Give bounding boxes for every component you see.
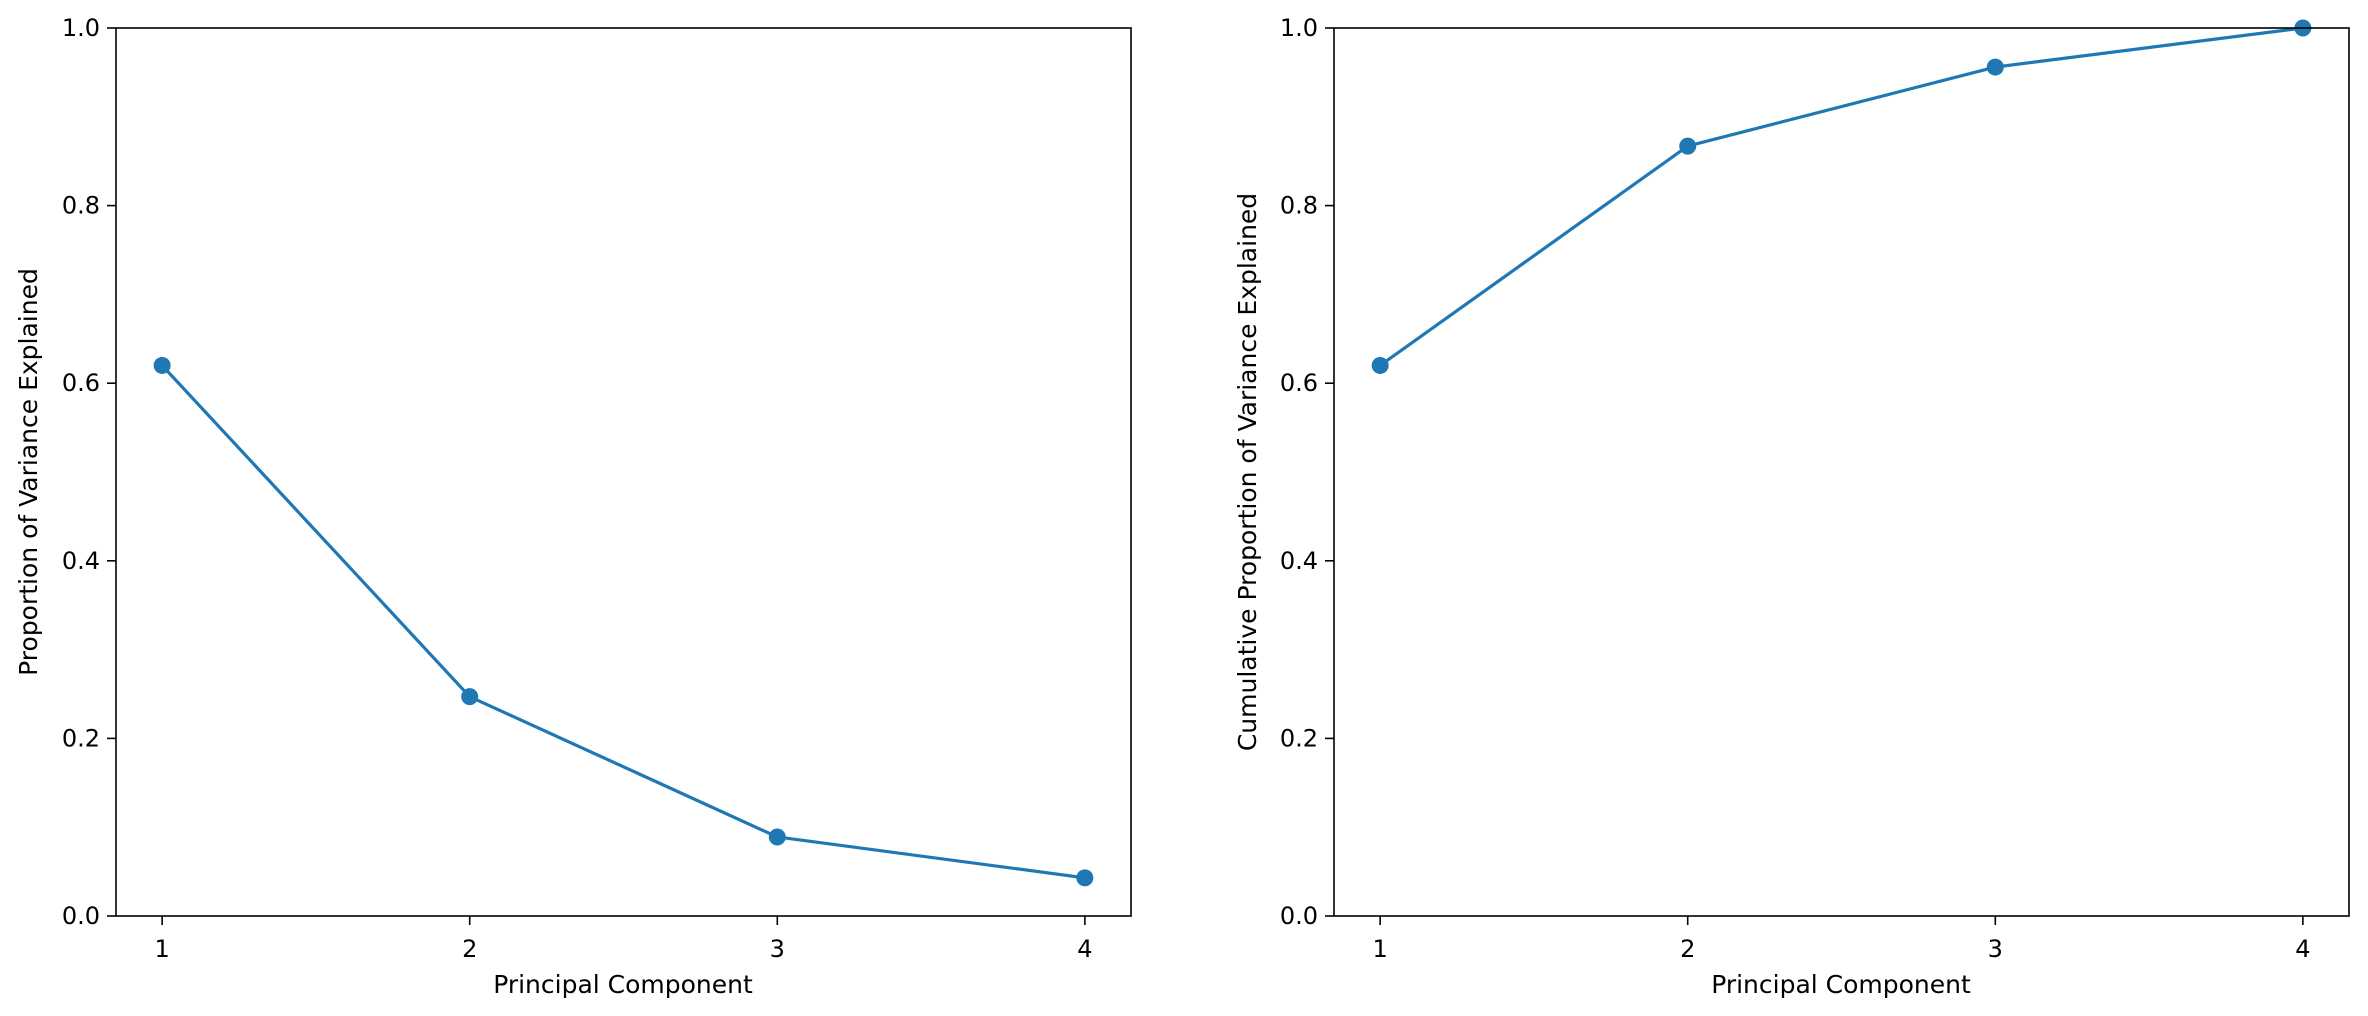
chart-left: 1 2 3 4 0.0 0.2 0.4 0.6 0.8 1.0 Principal Compone… xyxy=(14,14,1132,999)
left-y-axis-title: Proportion of Variance Explained xyxy=(14,268,43,676)
left-data-point xyxy=(1076,869,1094,887)
left-y-tick-label: 0.2 xyxy=(62,724,100,752)
left-axes-frame xyxy=(115,27,1132,917)
left-y-tick-label: 0.6 xyxy=(62,369,100,397)
left-y-tick-label: 0.8 xyxy=(62,192,100,220)
right-x-tick-label: 1 xyxy=(1372,935,1387,963)
left-series-line xyxy=(159,363,1087,880)
right-x-tick-label: 3 xyxy=(1988,935,2003,963)
left-y-tick-label: 1.0 xyxy=(62,14,100,42)
right-x-tick-label: 2 xyxy=(1680,935,1695,963)
left-y-tick-label: 0.4 xyxy=(62,547,100,575)
right-data-point xyxy=(1371,356,1389,374)
left-x-tick-label: 3 xyxy=(770,935,785,963)
chart-right: 1 2 3 4 0.0 0.2 0.4 0.6 0.8 1.0 Principal Compone… xyxy=(1233,14,2350,999)
left-data-point xyxy=(461,688,479,706)
right-y-tick-label: 1.0 xyxy=(1280,14,1318,42)
left-data-point xyxy=(153,356,171,374)
right-x-tick-label: 4 xyxy=(2295,935,2310,963)
left-x-tick-label: 4 xyxy=(1077,935,1092,963)
left-x-axis-title: Principal Component xyxy=(493,970,753,999)
left-data-layer xyxy=(153,356,1094,887)
right-x-axis-title: Principal Component xyxy=(1711,970,1971,999)
right-data-point xyxy=(1986,58,2004,76)
right-ticks-layer: 1 2 3 4 0.0 0.2 0.4 0.6 0.8 1.0 xyxy=(1280,14,2311,963)
right-y-tick-label: 0.4 xyxy=(1280,547,1318,575)
left-y-tick-label: 0.0 xyxy=(62,902,100,930)
right-data-layer xyxy=(1371,19,2312,374)
left-data-point xyxy=(768,828,786,846)
right-y-axis-title: Cumulative Proportion of Variance Explai… xyxy=(1233,193,1262,751)
left-ticks-layer: 1 2 3 4 0.0 0.2 0.4 0.6 0.8 1.0 xyxy=(62,14,1093,963)
right-y-tick-label: 0.2 xyxy=(1280,724,1318,752)
right-y-tick-label: 0.6 xyxy=(1280,369,1318,397)
right-data-point xyxy=(1679,137,1697,155)
right-y-tick-label: 0.0 xyxy=(1280,902,1318,930)
right-y-tick-label: 0.8 xyxy=(1280,192,1318,220)
right-axes-frame xyxy=(1333,27,2350,917)
left-x-tick-label: 2 xyxy=(462,935,477,963)
right-series-line xyxy=(1377,26,2305,368)
left-x-tick-label: 1 xyxy=(154,935,169,963)
